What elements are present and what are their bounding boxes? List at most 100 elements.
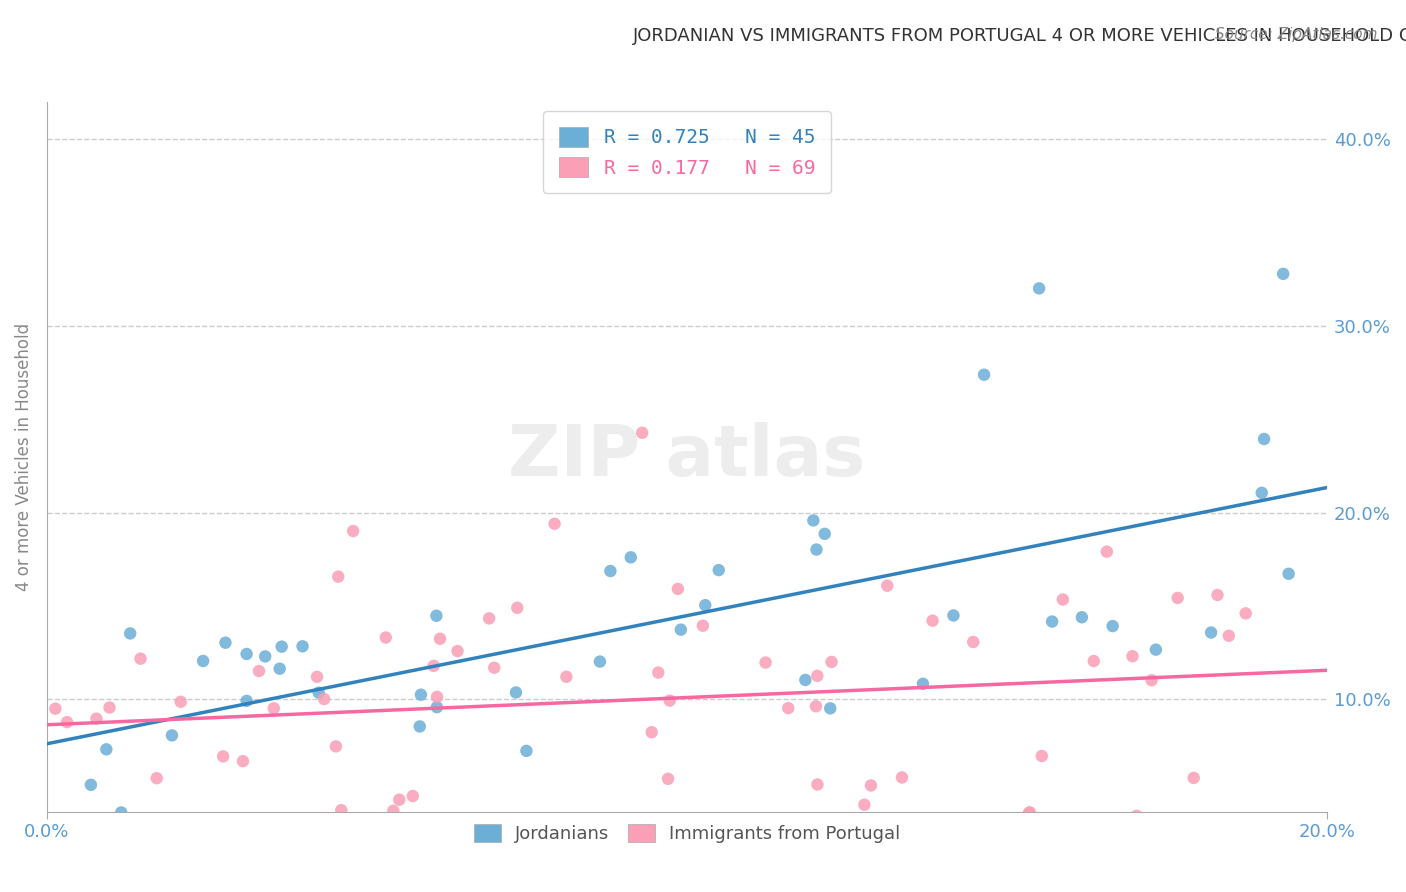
Point	[235, 647, 257, 661]
Y-axis label: 4 or more Vehicles in Household: 4 or more Vehicles in Household	[15, 322, 32, 591]
Point	[620, 550, 643, 565]
Legend: R = 0.725   N = 45, R = 0.177   N = 69: R = 0.725 N = 45, R = 0.177 N = 69	[543, 112, 831, 194]
Point	[160, 728, 183, 742]
Point	[1018, 805, 1040, 820]
Point	[640, 725, 662, 739]
Point	[806, 669, 828, 683]
Point	[446, 644, 468, 658]
Point	[1272, 267, 1295, 281]
Point	[425, 608, 447, 623]
Point	[409, 719, 432, 733]
Point	[962, 635, 984, 649]
Point	[325, 739, 347, 754]
Point	[247, 664, 270, 678]
Point	[120, 626, 142, 640]
Point	[804, 699, 827, 714]
Point	[818, 701, 841, 715]
Point	[308, 686, 330, 700]
Text: Source: ZipAtlas.com: Source: ZipAtlas.com	[1215, 27, 1378, 42]
Point	[214, 636, 236, 650]
Point	[342, 524, 364, 538]
Point	[647, 665, 669, 680]
Point	[145, 771, 167, 785]
Point	[973, 368, 995, 382]
Point	[1182, 771, 1205, 785]
Point	[311, 833, 333, 847]
Point	[657, 772, 679, 786]
Point	[589, 655, 612, 669]
Point	[388, 793, 411, 807]
Point	[263, 701, 285, 715]
Point	[232, 754, 254, 768]
Point	[1167, 591, 1189, 605]
Point	[1101, 619, 1123, 633]
Point	[181, 845, 204, 859]
Point	[506, 600, 529, 615]
Point	[478, 611, 501, 625]
Point	[374, 631, 396, 645]
Point	[382, 804, 405, 818]
Point	[695, 598, 717, 612]
Point	[1140, 673, 1163, 688]
Point	[515, 744, 537, 758]
Point	[263, 846, 285, 860]
Point	[707, 563, 730, 577]
Point	[235, 694, 257, 708]
Point	[269, 662, 291, 676]
Point	[402, 789, 425, 803]
Point	[543, 516, 565, 531]
Point	[291, 640, 314, 654]
Point	[96, 742, 118, 756]
Point	[328, 569, 350, 583]
Point	[1206, 588, 1229, 602]
Point	[1095, 544, 1118, 558]
Point	[1018, 805, 1040, 820]
Point	[110, 805, 132, 820]
Point	[891, 771, 914, 785]
Point	[426, 690, 449, 704]
Point	[1040, 615, 1063, 629]
Point	[1218, 629, 1240, 643]
Point	[911, 677, 934, 691]
Point	[942, 608, 965, 623]
Point	[1031, 749, 1053, 764]
Point	[98, 700, 121, 714]
Point	[429, 632, 451, 646]
Point	[86, 712, 108, 726]
Point	[422, 659, 444, 673]
Point	[1126, 809, 1149, 823]
Point	[191, 654, 214, 668]
Point	[801, 513, 824, 527]
Point	[212, 749, 235, 764]
Point	[692, 618, 714, 632]
Point	[1144, 642, 1167, 657]
Point	[876, 579, 898, 593]
Point	[254, 649, 277, 664]
Point	[820, 655, 842, 669]
Point	[806, 542, 828, 557]
Point	[1014, 844, 1036, 858]
Point	[555, 670, 578, 684]
Point	[330, 803, 353, 817]
Point	[658, 693, 681, 707]
Point	[794, 673, 817, 687]
Point	[1121, 649, 1143, 664]
Point	[170, 695, 193, 709]
Text: JORDANIAN VS IMMIGRANTS FROM PORTUGAL 4 OR MORE VEHICLES IN HOUSEHOLD CORRELATIO: JORDANIAN VS IMMIGRANTS FROM PORTUGAL 4 …	[633, 27, 1406, 45]
Point	[270, 640, 292, 654]
Point	[853, 797, 876, 812]
Point	[314, 692, 336, 706]
Point	[631, 425, 654, 440]
Point	[814, 526, 837, 541]
Point	[1234, 607, 1257, 621]
Point	[62, 838, 84, 853]
Text: ZIP atlas: ZIP atlas	[509, 422, 866, 491]
Point	[1070, 610, 1092, 624]
Point	[1253, 432, 1275, 446]
Point	[80, 778, 103, 792]
Point	[505, 685, 527, 699]
Point	[921, 614, 943, 628]
Point	[666, 582, 689, 596]
Point	[859, 779, 882, 793]
Point	[806, 777, 828, 791]
